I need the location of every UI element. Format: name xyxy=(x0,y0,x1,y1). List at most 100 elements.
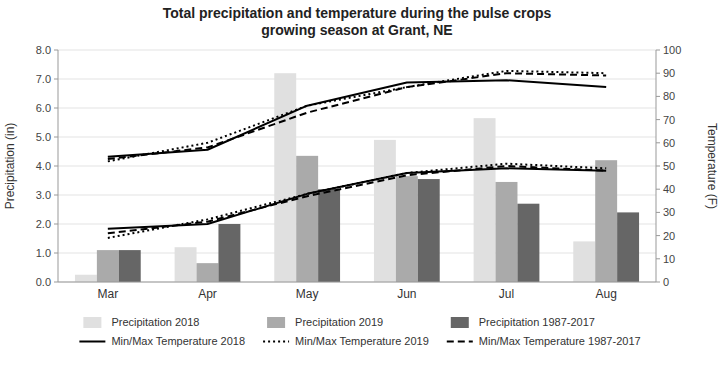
legend-item: Precipitation 1987-2017 xyxy=(451,316,595,328)
tick-label: 20 xyxy=(663,230,675,242)
line xyxy=(108,71,606,161)
bar xyxy=(573,241,595,282)
tick-label: 100 xyxy=(663,44,681,56)
axis-line xyxy=(58,282,656,283)
tick-label: 0.0 xyxy=(36,276,51,288)
background xyxy=(0,0,720,373)
legend-item: Min/Max Temperature 1987-2017 xyxy=(447,335,641,347)
line xyxy=(108,166,606,233)
axis-label: Temperature (F) xyxy=(705,123,719,209)
axis-line xyxy=(656,50,657,282)
bar xyxy=(396,176,418,282)
grid-line xyxy=(58,79,656,80)
tick-label: 5.0 xyxy=(36,131,51,143)
bar xyxy=(374,140,396,282)
tick xyxy=(54,79,58,80)
tick-label: 2.0 xyxy=(36,218,51,230)
grid xyxy=(58,50,656,282)
bar xyxy=(218,224,240,282)
tick-label: 40 xyxy=(663,183,675,195)
grid-line xyxy=(58,108,656,109)
tick-label: 3.0 xyxy=(36,189,51,201)
tick xyxy=(656,50,660,51)
tick xyxy=(656,96,660,97)
bar xyxy=(274,73,296,282)
chart: Total precipitation and temperature duri… xyxy=(0,0,720,373)
line xyxy=(108,168,606,228)
tick-label: 90 xyxy=(663,67,675,79)
bar xyxy=(97,250,119,282)
tick-label: 10 xyxy=(663,253,675,265)
legend-label: Precipitation 1987-2017 xyxy=(479,316,595,328)
tick xyxy=(656,189,660,190)
legend-item: Min/Max Temperature 2018 xyxy=(79,335,245,347)
tick-label: 6.0 xyxy=(36,102,51,114)
tick-label: Aug xyxy=(595,287,616,301)
title: Total precipitation and temperature duri… xyxy=(163,5,552,38)
legend-swatch xyxy=(263,341,289,343)
tick xyxy=(656,166,660,167)
grid-line xyxy=(58,282,656,283)
tick xyxy=(656,282,660,283)
tick-label: May xyxy=(296,287,319,301)
tick xyxy=(656,235,660,236)
legend-label: Min/Max Temperature 1987-2017 xyxy=(479,335,641,347)
legend-swatch xyxy=(83,317,101,328)
tick xyxy=(54,50,58,51)
bar xyxy=(617,212,639,282)
plot-area xyxy=(75,71,639,282)
tick-label: Jun xyxy=(397,287,416,301)
tick xyxy=(54,253,58,254)
tick xyxy=(54,137,58,138)
grid-line xyxy=(58,224,656,225)
grid-line xyxy=(58,195,656,196)
legend-swatch xyxy=(451,317,469,328)
axis-label: Precipitation (in) xyxy=(3,123,17,210)
tick xyxy=(54,166,58,167)
bar xyxy=(175,247,197,282)
grid-line xyxy=(58,253,656,254)
legend-label: Min/Max Temperature 2019 xyxy=(295,335,429,347)
grid-line xyxy=(58,137,656,138)
legend-item: Precipitation 2019 xyxy=(267,316,383,328)
bar xyxy=(418,179,440,282)
title-line: Total precipitation and temperature duri… xyxy=(163,5,552,21)
tick-label: 30 xyxy=(663,206,675,218)
tick-label: 1.0 xyxy=(36,247,51,259)
tick xyxy=(656,258,660,259)
bar xyxy=(318,189,340,282)
axis-line xyxy=(58,50,59,282)
tick-label: 80 xyxy=(663,90,675,102)
legend-label: Precipitation 2019 xyxy=(295,316,383,328)
tick-label: 8.0 xyxy=(36,44,51,56)
bar xyxy=(75,275,97,282)
line xyxy=(108,73,606,159)
grid-line xyxy=(58,50,656,51)
title-line: growing season at Grant, NE xyxy=(261,22,452,38)
tick-label: 0 xyxy=(663,276,669,288)
tick xyxy=(656,73,660,74)
bar xyxy=(197,263,219,282)
tick xyxy=(54,108,58,109)
tick xyxy=(656,119,660,120)
bar xyxy=(517,204,539,282)
legend-label: Min/Max Temperature 2018 xyxy=(111,335,245,347)
tick-label: 70 xyxy=(663,114,675,126)
tick-label: Mar xyxy=(97,287,118,301)
tick-label: 7.0 xyxy=(36,73,51,85)
bar xyxy=(296,156,318,282)
tick-label: 4.0 xyxy=(36,160,51,172)
tick-label: Jul xyxy=(499,287,514,301)
tick xyxy=(54,195,58,196)
legend-swatch xyxy=(79,341,105,343)
tick xyxy=(656,142,660,143)
tick-label: 60 xyxy=(663,137,675,149)
bar xyxy=(496,182,518,282)
line xyxy=(108,164,606,238)
legend-swatch xyxy=(267,317,285,328)
legend-item: Precipitation 2018 xyxy=(83,316,199,328)
tick-label: Apr xyxy=(198,287,217,301)
line xyxy=(108,80,606,157)
tick xyxy=(656,212,660,213)
legend: Precipitation 2018 Precipitation 2019 Prec… xyxy=(79,316,640,347)
